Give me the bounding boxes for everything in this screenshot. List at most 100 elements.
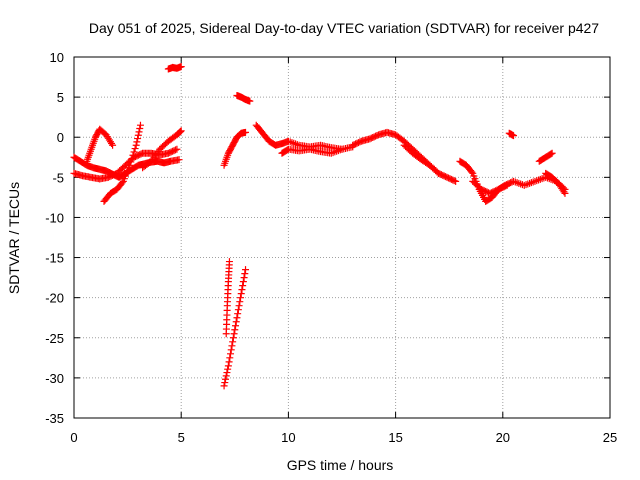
data-point (225, 358, 233, 366)
data-point (230, 330, 238, 338)
data-point (223, 369, 231, 377)
data-point (133, 138, 141, 146)
series-sat-i (220, 266, 250, 390)
data-point (503, 181, 511, 189)
data-point (236, 298, 244, 306)
series-sat-g (220, 128, 250, 169)
series-sat-r (535, 149, 556, 165)
data-point (136, 121, 144, 129)
y-tick-label: 0 (57, 130, 64, 145)
axes (73, 56, 611, 419)
data-point (225, 258, 233, 266)
y-tick-label: -30 (45, 371, 64, 386)
data-point (237, 294, 245, 302)
data-point (234, 306, 242, 314)
series-sat-p (469, 177, 511, 197)
data-point (126, 161, 134, 169)
data-point (132, 141, 140, 149)
series-sat-n (400, 141, 442, 177)
data-point (240, 274, 248, 282)
data-point (241, 270, 249, 278)
data-point (221, 379, 229, 387)
series-sat-s (542, 169, 569, 197)
data-point (127, 158, 135, 166)
data-point (224, 365, 232, 373)
y-tick-label: 5 (57, 90, 64, 105)
data-point (232, 322, 240, 330)
y-tick-label: -5 (52, 170, 64, 185)
data-point (468, 168, 476, 176)
data-point (222, 375, 230, 383)
x-axis-label: GPS time / hours (287, 457, 394, 473)
data-point (434, 169, 442, 177)
data-point (171, 146, 179, 154)
x-tick-label: 10 (281, 430, 295, 445)
y-tick-label: -15 (45, 251, 64, 266)
data-point (134, 131, 142, 139)
data-point (176, 127, 184, 135)
data-point (227, 346, 235, 354)
data-point (338, 145, 346, 153)
data-point (109, 141, 117, 149)
data-point (131, 145, 139, 153)
series-sat-e (139, 127, 185, 172)
chart-title: Day 051 of 2025, Sidereal Day-to-day VTE… (89, 20, 599, 36)
x-tick-label: 0 (70, 430, 77, 445)
data-point (242, 266, 250, 274)
x-tick-label: 25 (603, 430, 617, 445)
series-sat-l (278, 145, 346, 157)
data-point (177, 127, 185, 135)
grid (74, 57, 610, 418)
plot-border (73, 56, 611, 419)
data-point (560, 188, 568, 196)
data-point (128, 155, 136, 163)
tick-labels: 0 5 10 15 20 25 -35 -30 -25 -20 -15 -10 -5 0 5 10 (45, 50, 617, 445)
data-point (547, 150, 555, 158)
data-point (233, 314, 241, 322)
x-tick-label: 20 (496, 430, 510, 445)
data-point (220, 382, 228, 390)
data-point (231, 326, 239, 334)
data-point (136, 125, 144, 133)
data-point (222, 372, 230, 380)
series-sat-h (233, 92, 254, 105)
data-point (177, 63, 185, 71)
data-point (450, 177, 458, 185)
y-tick-label: -35 (45, 411, 64, 426)
data-point (237, 290, 245, 298)
data-point (175, 156, 183, 164)
data-point (452, 177, 460, 185)
series-sat-c (83, 125, 117, 165)
series-sat-q (505, 129, 518, 140)
y-tick-label: 10 (50, 50, 64, 65)
x-tick-label: 5 (178, 430, 185, 445)
data-point (176, 128, 184, 136)
y-tick-label: -25 (45, 331, 64, 346)
data-point (229, 338, 237, 346)
data-point (134, 135, 142, 143)
y-axis-label: SDTVAR / TECUs (6, 182, 22, 294)
data-point (433, 168, 441, 176)
data-point (235, 302, 243, 310)
x-tick-label: 15 (388, 430, 402, 445)
data-point (238, 286, 246, 294)
data-point (226, 354, 234, 362)
data-point (227, 350, 235, 358)
data-point (232, 318, 240, 326)
data-point (239, 282, 247, 290)
data-point (561, 189, 569, 197)
data-points (70, 63, 569, 390)
y-tick-label: -10 (45, 210, 64, 225)
y-tick-label: -20 (45, 291, 64, 306)
data-point (173, 145, 181, 153)
data-point (135, 128, 143, 136)
data-point (242, 128, 250, 136)
data-point (118, 179, 126, 187)
data-point (510, 132, 518, 140)
data-point (228, 342, 236, 350)
data-point (502, 182, 510, 190)
data-point (234, 310, 242, 318)
data-point (130, 148, 138, 156)
data-point (229, 334, 237, 342)
